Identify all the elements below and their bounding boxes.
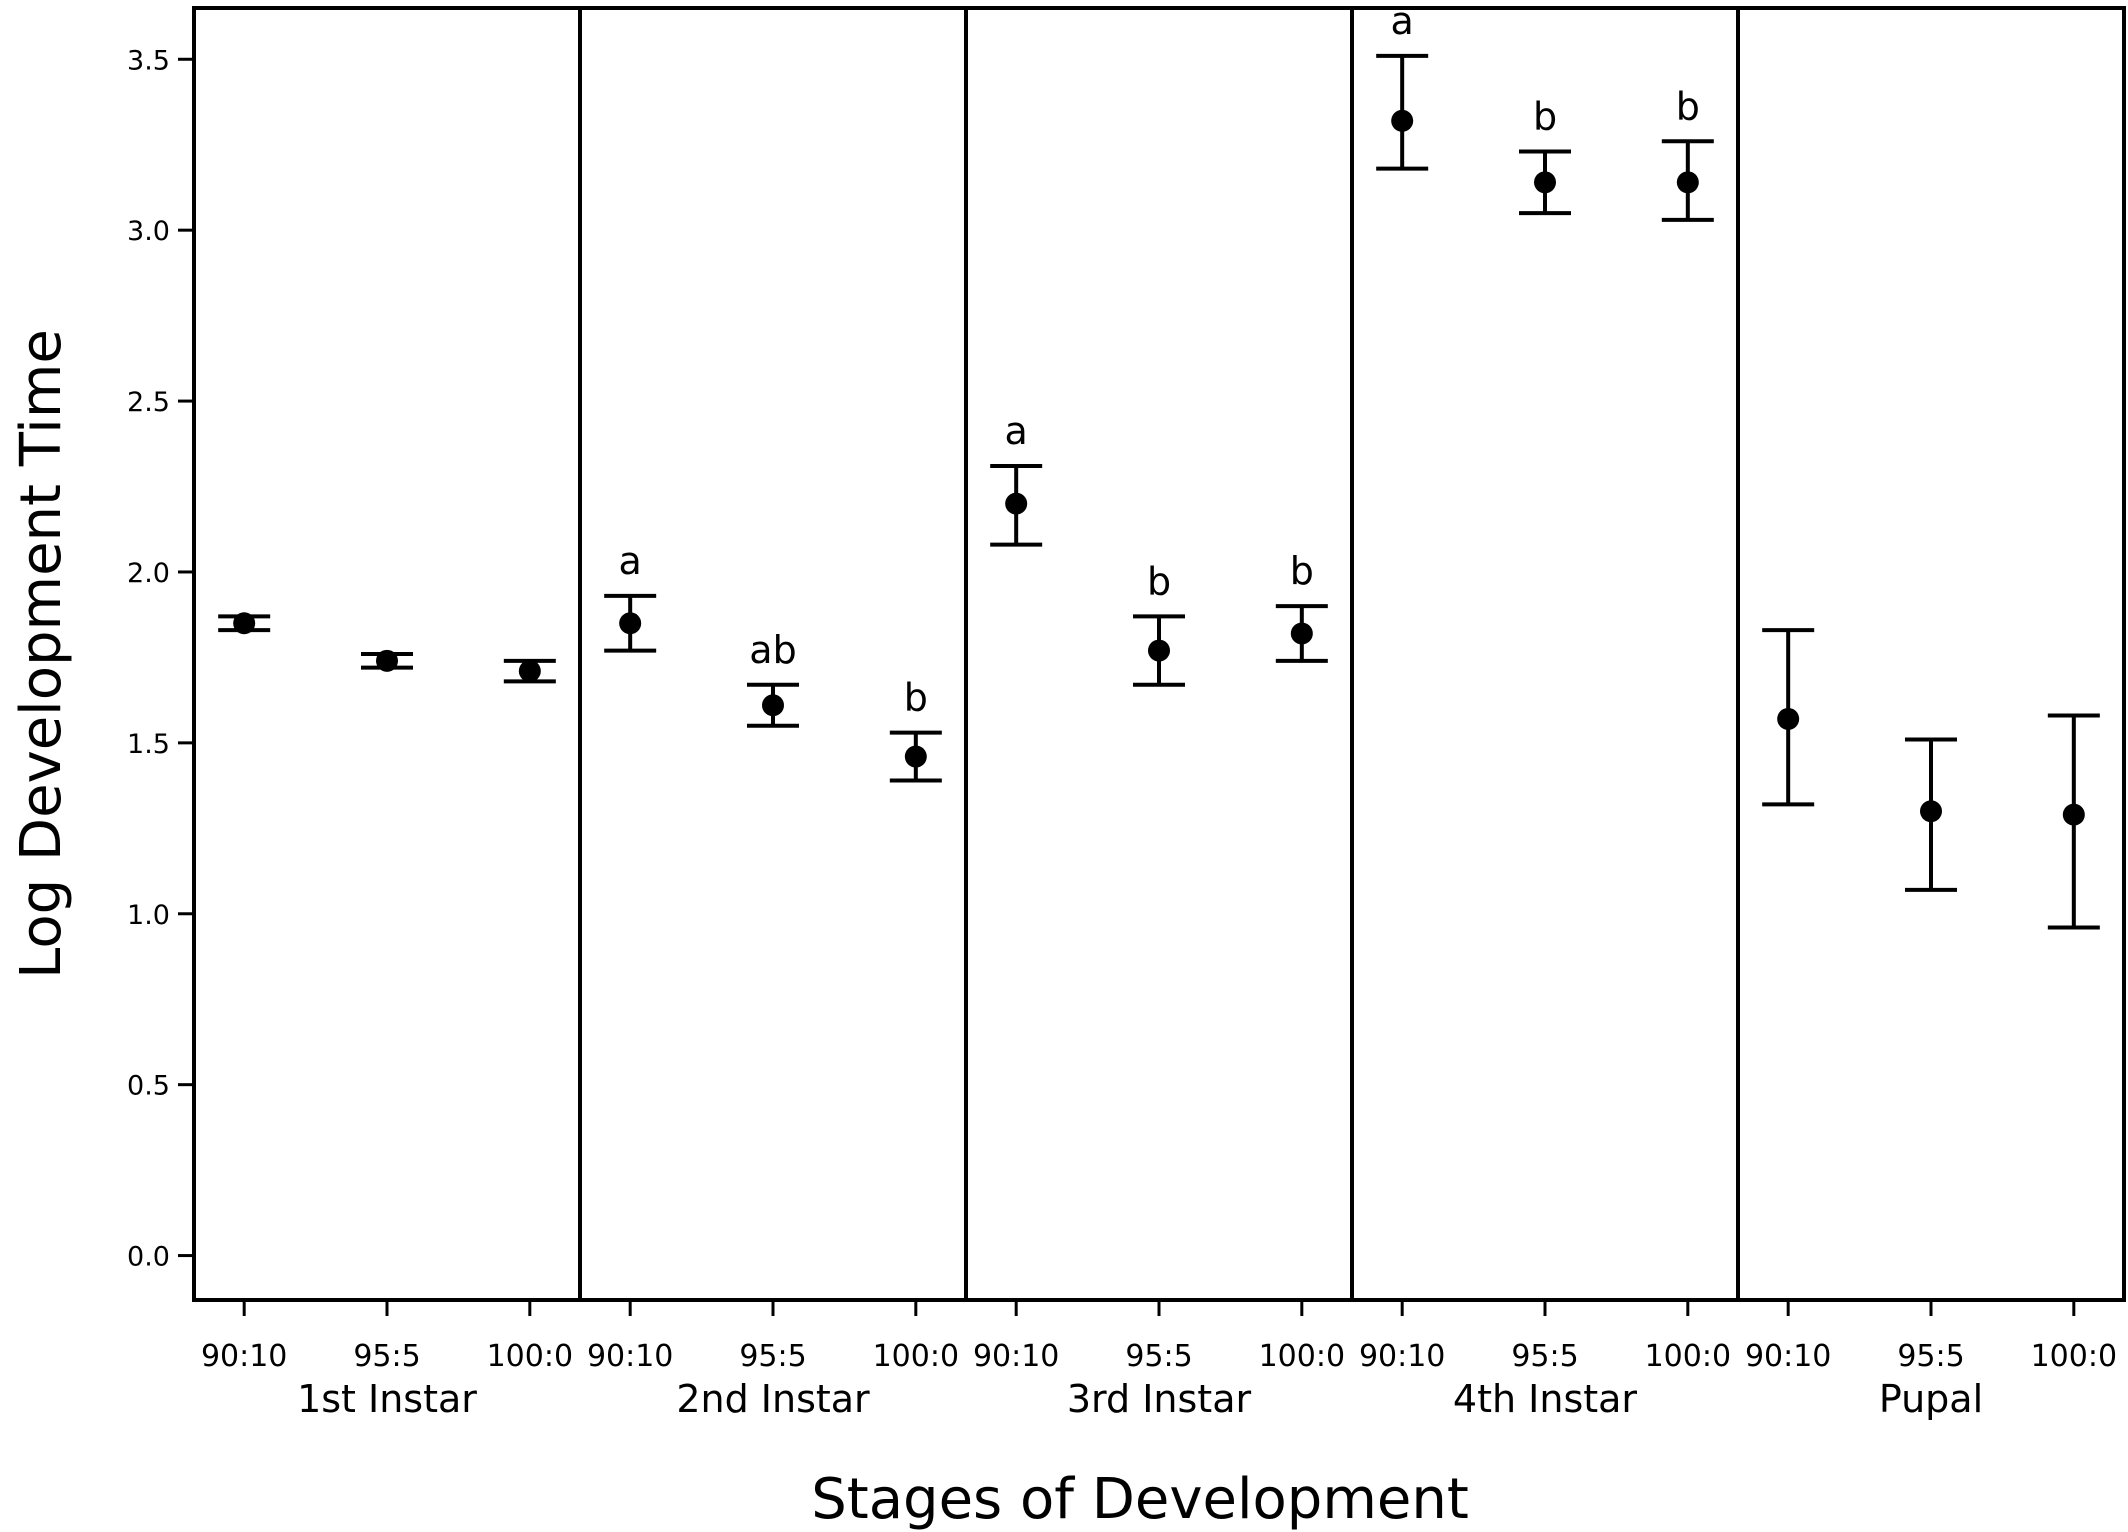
x-tick-label: 100:0	[873, 1339, 959, 1374]
y-tick-label: 1.5	[127, 729, 170, 760]
significance-letter: b	[1533, 95, 1557, 139]
panel-pupal: Pupal 90:10 95:5 100:0	[1745, 628, 2117, 1421]
mean-point	[2062, 803, 2085, 826]
significance-letter: b	[904, 676, 928, 720]
mean-point	[762, 694, 784, 717]
x-tick-label: 95:5	[1125, 1339, 1192, 1374]
mean-point	[376, 649, 398, 672]
mean-point	[1534, 171, 1556, 194]
significance-letter: b	[1290, 549, 1314, 593]
significance-letter: ab	[749, 628, 796, 672]
mean-point	[1676, 171, 1699, 194]
significance-letter: a	[1391, 0, 1414, 43]
x-tick-label: 100:0	[1645, 1339, 1731, 1374]
panel-1st-instar: 1st Instar 90:10 95:5 100:0	[201, 612, 573, 1421]
x-tick-label: 90:10	[201, 1339, 287, 1374]
mean-point	[1777, 707, 1800, 730]
mean-point	[619, 612, 642, 635]
y-axis: 0.0 0.5 1.0 1.5 2.0 2.5 3.0 3.5	[127, 45, 194, 1273]
x-tick-label: 95:5	[739, 1339, 806, 1374]
stage-label: 4th Instar	[1453, 1377, 1638, 1421]
y-tick-label: 1.0	[127, 900, 170, 931]
stage-label: Pupal	[1879, 1377, 1983, 1421]
y-axis-title: Log Development Time	[9, 329, 74, 979]
y-tick-label: 0.0	[127, 1242, 170, 1273]
significance-letter: b	[1676, 84, 1700, 128]
x-tick-label: 95:5	[353, 1339, 420, 1374]
x-tick-label: 90:10	[973, 1339, 1059, 1374]
significance-letter: b	[1147, 559, 1171, 603]
x-tick-label: 90:10	[1359, 1339, 1445, 1374]
stage-label: 3rd Instar	[1067, 1377, 1252, 1421]
x-tick-label: 90:10	[587, 1339, 673, 1374]
mean-point	[1920, 800, 1942, 823]
stage-label: 2nd Instar	[676, 1377, 870, 1421]
mean-point	[904, 745, 927, 768]
mean-point	[518, 660, 541, 683]
y-tick-label: 2.0	[127, 558, 170, 589]
mean-point	[1391, 109, 1414, 132]
mean-point	[1005, 492, 1028, 515]
y-tick-label: 2.5	[127, 387, 170, 418]
x-tick-label: 90:10	[1745, 1339, 1831, 1374]
mean-point	[233, 612, 256, 635]
x-tick-label: 100:0	[487, 1339, 573, 1374]
significance-letter: a	[619, 539, 642, 583]
y-tick-label: 3.0	[127, 216, 170, 247]
y-tick-label: 0.5	[127, 1071, 170, 1102]
x-tick-label: 95:5	[1511, 1339, 1578, 1374]
mean-point	[1148, 639, 1170, 662]
significance-letter: a	[1005, 409, 1028, 453]
mean-point	[1290, 622, 1313, 645]
x-tick-label: 95:5	[1897, 1339, 1964, 1374]
y-tick-label: 3.5	[127, 45, 170, 76]
stage-label: 1st Instar	[297, 1377, 477, 1421]
x-axis-title: Stages of Development	[811, 1467, 1469, 1532]
x-tick-label: 100:0	[1259, 1339, 1345, 1374]
x-tick-label: 100:0	[2031, 1339, 2117, 1374]
